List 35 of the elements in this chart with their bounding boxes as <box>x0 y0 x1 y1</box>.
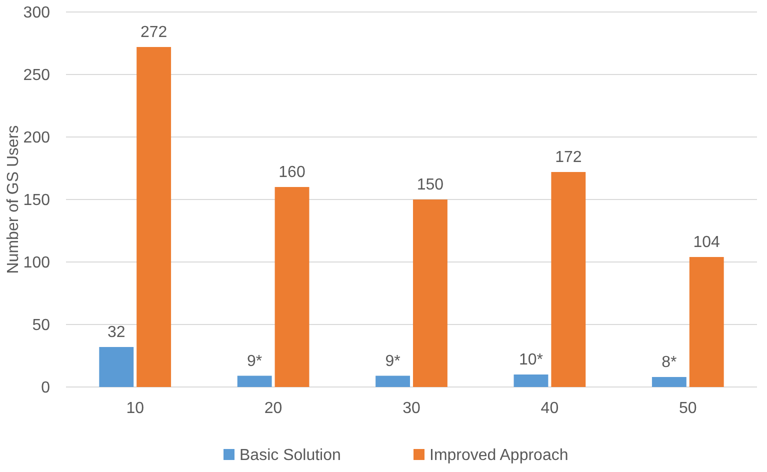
data-label: 9* <box>385 352 400 370</box>
bar <box>689 257 724 387</box>
y-axis-title: Number of GS Users <box>5 125 22 274</box>
x-tick-label: 10 <box>126 400 144 417</box>
x-tick-label: 30 <box>402 400 420 417</box>
y-tick-label: 300 <box>23 4 50 22</box>
data-label: 160 <box>278 164 306 181</box>
data-label: 8* <box>662 354 677 371</box>
data-label: 10* <box>518 352 543 368</box>
bar <box>376 376 410 387</box>
bar <box>514 374 548 387</box>
y-tick-label: 100 <box>23 254 50 272</box>
y-tick-label: 50 <box>32 317 50 334</box>
bar <box>652 377 686 387</box>
data-label: 172 <box>555 149 582 166</box>
y-tick-label: 0 <box>41 380 50 397</box>
data-label: 32 <box>107 324 126 341</box>
y-tick-label: 200 <box>23 130 50 147</box>
data-label: 272 <box>140 24 168 41</box>
x-tick-label: 20 <box>264 400 282 417</box>
data-label: 150 <box>416 176 444 194</box>
data-label: 9* <box>247 352 262 370</box>
data-label: 104 <box>693 234 720 251</box>
x-tick-label: 40 <box>540 400 559 417</box>
bar <box>551 172 586 387</box>
y-tick-label: 150 <box>23 192 50 210</box>
bar <box>237 376 272 387</box>
y-tick-label: 250 <box>23 67 50 84</box>
legend-label: Improved Approach <box>430 447 568 464</box>
legend-label: Basic Solution <box>240 447 341 464</box>
bar <box>412 200 448 387</box>
bar <box>274 187 310 387</box>
bar <box>136 47 172 387</box>
x-tick-label: 50 <box>679 400 697 417</box>
bar <box>99 347 134 387</box>
